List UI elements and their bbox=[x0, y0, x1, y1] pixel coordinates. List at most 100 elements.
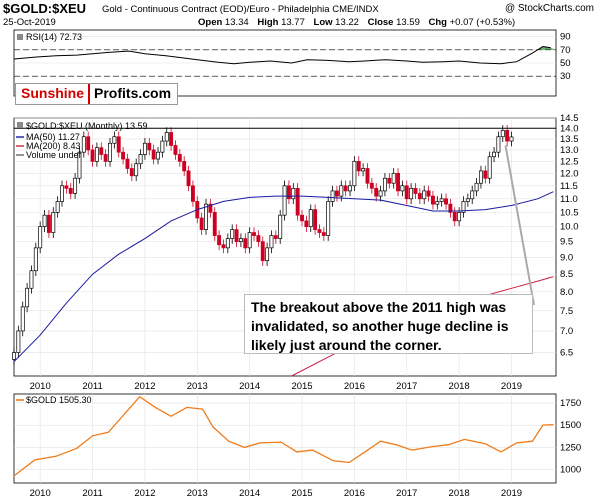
price-legend-title: $GOLD:$XEU (Monthly) 13.59 bbox=[26, 121, 148, 131]
price-tick-label: 7.5 bbox=[560, 306, 573, 317]
price-candle bbox=[81, 136, 86, 153]
price-candle bbox=[186, 170, 191, 187]
price-xtick-label: 2018 bbox=[449, 381, 470, 392]
price-candle bbox=[444, 198, 448, 205]
price-candle bbox=[321, 232, 326, 236]
high-label: High bbox=[257, 17, 279, 28]
price-candle bbox=[225, 238, 230, 249]
price-tick-label: 7.0 bbox=[560, 326, 573, 337]
price-candle bbox=[134, 163, 139, 177]
gold-xtick-label: 2018 bbox=[449, 488, 470, 499]
chart-date: 25-Oct-2019 bbox=[3, 17, 56, 28]
price-legend-label: MA(50) 11.27 bbox=[26, 132, 80, 142]
price-tick-label: 8.0 bbox=[560, 287, 573, 298]
price-candle bbox=[160, 140, 165, 153]
price-candle bbox=[169, 132, 174, 146]
close-label: Close bbox=[367, 17, 394, 28]
price-candle bbox=[291, 187, 296, 200]
price-candle bbox=[156, 151, 160, 160]
price-candle bbox=[60, 185, 64, 202]
price-candle bbox=[487, 156, 492, 179]
price-candle bbox=[422, 190, 427, 200]
price-tick-label: 10.0 bbox=[560, 222, 579, 233]
price-candle bbox=[435, 201, 440, 205]
rsi-tick-label: 90 bbox=[560, 32, 571, 43]
price-candle bbox=[269, 235, 274, 249]
low-label: Low bbox=[313, 17, 333, 28]
price-candle bbox=[217, 235, 222, 246]
open-label: Open bbox=[198, 17, 223, 28]
price-candle bbox=[212, 212, 217, 236]
price-candle bbox=[116, 136, 121, 153]
price-candle bbox=[20, 306, 25, 332]
price-candle bbox=[409, 187, 414, 200]
price-candle bbox=[356, 161, 361, 172]
price-candle bbox=[252, 232, 256, 236]
price-candle bbox=[330, 190, 335, 202]
rsi-tick-label: 70 bbox=[560, 45, 571, 56]
price-tick-label: 9.5 bbox=[560, 237, 573, 248]
ohlc-readout: Open 13.34 High 13.77 Low 13.22 Close 13… bbox=[198, 17, 515, 28]
price-candle bbox=[121, 151, 126, 160]
price-candle bbox=[470, 190, 475, 200]
price-candle bbox=[42, 214, 47, 227]
gold-tick-label: 1250 bbox=[560, 442, 581, 453]
price-candle bbox=[391, 172, 396, 184]
gold-xtick-label: 2019 bbox=[501, 488, 522, 499]
price-candle bbox=[199, 217, 204, 230]
price-candle bbox=[190, 185, 195, 202]
price-candle bbox=[457, 212, 462, 222]
price-candle bbox=[238, 238, 243, 242]
gold-xtick-label: 2010 bbox=[30, 488, 51, 499]
price-xtick-label: 2016 bbox=[344, 381, 365, 392]
price-candle bbox=[400, 185, 405, 192]
price-candle bbox=[265, 247, 270, 262]
price-candle bbox=[413, 187, 418, 194]
price-candle bbox=[173, 145, 178, 155]
gold-tick-label: 1500 bbox=[560, 420, 581, 431]
price-candle bbox=[260, 241, 265, 262]
price-candle bbox=[90, 149, 95, 162]
annotation-box: The breakout above the 2011 high was inv… bbox=[244, 294, 533, 354]
price-candle bbox=[387, 177, 392, 184]
price-candle bbox=[343, 185, 348, 192]
logo-part-profits: Profits.com bbox=[90, 84, 178, 104]
price-tick-label: 11.0 bbox=[560, 194, 578, 205]
low-value: 13.22 bbox=[335, 17, 359, 28]
price-legend-label: Volume undef bbox=[26, 150, 82, 160]
price-candle bbox=[112, 136, 117, 144]
price-xtick-label: 2011 bbox=[82, 381, 102, 392]
price-candle bbox=[68, 187, 73, 194]
price-candle bbox=[55, 201, 60, 213]
price-candle bbox=[295, 187, 300, 216]
gold-xtick-label: 2015 bbox=[291, 488, 312, 499]
gold-tick-label: 1750 bbox=[560, 398, 581, 409]
price-xtick-label: 2014 bbox=[239, 381, 260, 392]
price-candle bbox=[439, 198, 444, 202]
price-candle bbox=[282, 185, 287, 216]
gold-legend-label: $GOLD 1505.30 bbox=[26, 395, 92, 405]
chart-title: $GOLD:$XEU bbox=[3, 1, 87, 16]
price-xtick-label: 2013 bbox=[187, 381, 208, 392]
ma50-line bbox=[13, 191, 554, 363]
price-candle bbox=[142, 142, 147, 155]
price-candle bbox=[99, 147, 104, 155]
price-xtick-label: 2017 bbox=[396, 381, 417, 392]
price-candle bbox=[29, 270, 34, 289]
price-candle bbox=[317, 229, 322, 233]
price-candle bbox=[243, 238, 248, 249]
price-candle bbox=[273, 235, 278, 239]
annotation-pointer bbox=[504, 145, 535, 306]
price-candle bbox=[313, 209, 318, 230]
gold-xtick-label: 2014 bbox=[239, 488, 260, 499]
price-xtick-label: 2019 bbox=[501, 381, 522, 392]
price-candle bbox=[339, 185, 344, 197]
price-tick-label: 12.5 bbox=[560, 156, 579, 167]
price-candle bbox=[103, 154, 108, 162]
price-candle bbox=[234, 229, 239, 242]
price-candle bbox=[33, 247, 38, 272]
price-candle bbox=[308, 209, 313, 227]
price-candle bbox=[177, 154, 182, 162]
price-candle bbox=[348, 185, 352, 192]
